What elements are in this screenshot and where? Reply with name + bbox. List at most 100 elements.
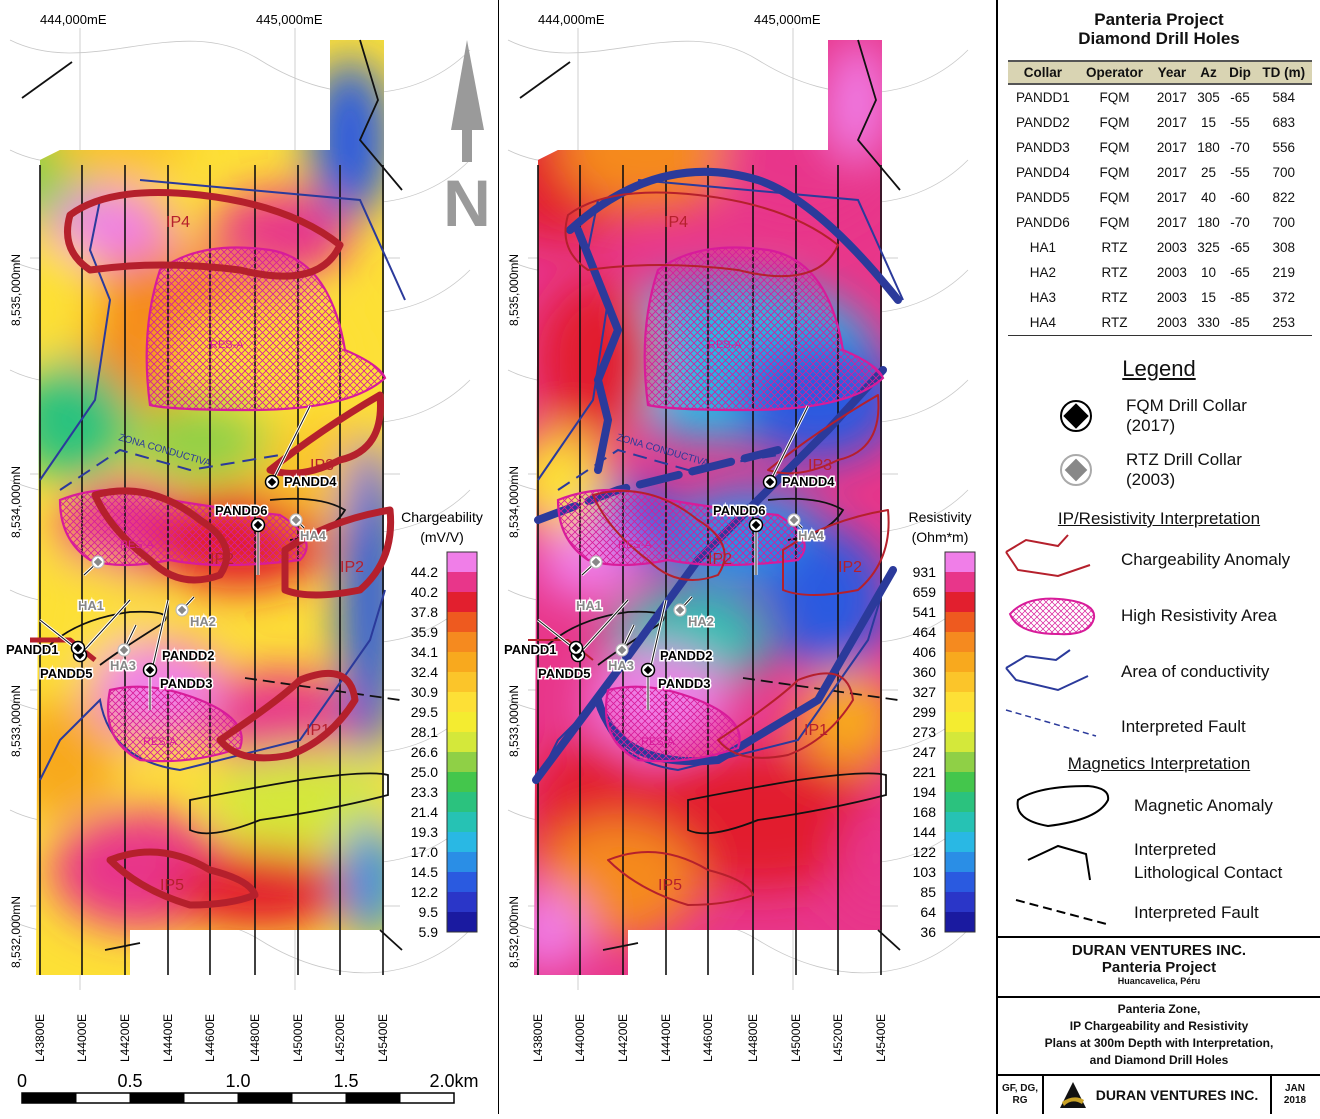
high-resistivity-label: High Resistivity Area: [1121, 606, 1277, 625]
zone-label: IP2: [708, 551, 732, 568]
rtz-label-line2: (2003): [1126, 470, 1176, 489]
scale-swatch: [945, 692, 975, 712]
ip-anomaly: [281, 506, 395, 599]
north-arrow-icon: [451, 40, 484, 130]
desc-line1: Panteria Zone,: [1117, 1002, 1201, 1016]
scale-swatch: [945, 732, 975, 752]
table-cell: PANDD1: [1015, 90, 1070, 105]
color-blob: [36, 700, 120, 820]
contour-line: [507, 39, 969, 94]
scale-swatch: [447, 832, 477, 852]
resa-label: RES-A: [210, 339, 244, 351]
easting-label: 444,000mE: [538, 12, 605, 27]
hole-label: PANDD5: [40, 666, 93, 681]
hole-label: HA3: [110, 658, 136, 673]
zone-label: IP4: [166, 214, 190, 231]
fqm-collar-icon: [267, 477, 277, 487]
table-header-1: Operator: [1077, 60, 1152, 85]
rtz-label-line1: RTZ Drill Collar: [1126, 450, 1242, 469]
scale-value: 64: [920, 904, 936, 920]
scale-swatch: [945, 712, 975, 732]
line-label: L45400E: [874, 1014, 888, 1062]
scale-value: 360: [913, 664, 937, 680]
fault-label-mag: Interpreted Fault: [1134, 903, 1259, 922]
ip-anomaly: [592, 489, 726, 581]
date-line2: 2018: [1283, 1095, 1307, 1106]
scale-swatch: [447, 912, 477, 932]
magnetic-anomaly-icon: [1016, 784, 1110, 828]
easting-label: 445,000mE: [754, 12, 821, 27]
drill-trace: [577, 599, 629, 656]
table-cell: 15: [1200, 290, 1216, 305]
scale-title: Chargeability: [401, 509, 483, 525]
scale-swatch: [945, 572, 975, 592]
high-resistivity-icon: [1008, 597, 1096, 636]
scale-value: 19.3: [411, 824, 438, 840]
line-label: L44200E: [616, 1014, 630, 1062]
scale-swatch: [447, 752, 477, 772]
line-label: L45000E: [291, 1014, 305, 1062]
scale-segment: [130, 1093, 184, 1103]
conductivity-outline: [39, 179, 406, 481]
table-cell: -70: [1230, 215, 1250, 230]
northing-label: 8,535,000mN: [507, 254, 521, 326]
scale-label: 1.5: [333, 1071, 358, 1091]
hole-label: HA3: [608, 658, 634, 673]
lithological-contact: [519, 61, 571, 99]
lithological-contact: [877, 929, 901, 951]
color-blob: [534, 890, 588, 970]
scale-segment: [22, 1093, 76, 1103]
magnetic-fault-icon: [1015, 899, 1111, 926]
scale-value: 29.5: [411, 704, 438, 720]
hole-label: PANDD5: [538, 666, 591, 681]
lithological-contact: [104, 942, 141, 951]
title-block-description: Panteria Zone, IP Chargeability and Resi…: [998, 996, 1320, 1074]
rtz-collar-icon: [1060, 454, 1092, 486]
scale-swatch: [447, 672, 477, 692]
table-cell: 556: [1272, 140, 1296, 155]
scale-value: 273: [913, 724, 937, 740]
zone-label: IP2: [340, 559, 364, 576]
scale-segment: [291, 1092, 347, 1104]
line-label: L45200E: [333, 1014, 347, 1062]
hole-label: PANDD4: [284, 474, 337, 489]
lithological-contact: [21, 61, 73, 99]
scale-value: 44.2: [411, 564, 438, 580]
ip-anomaly: [91, 487, 231, 584]
zone-label: IP3: [808, 457, 832, 474]
table-row: HA4 RTZ 2003 330 -85 253: [1008, 310, 1312, 336]
color-scale: Resistivity (Ohm*m) 931 659 541 464 406 360 327 2…: [908, 509, 976, 940]
table-cell: FQM: [1099, 140, 1130, 155]
table-cell: 305: [1197, 90, 1220, 105]
table-cell: 2017: [1156, 215, 1187, 230]
resistivity-map-panel: IP4 IP3 IP2 IP2 IP1 IP5 RES-A RES-A RES-A ZONA CO…: [498, 0, 996, 1114]
hole-label: HA4: [300, 528, 327, 543]
resa-label: RES-A: [708, 339, 742, 351]
color-blob: [36, 360, 130, 480]
table-cell: 372: [1272, 290, 1296, 305]
table-cell: 2003: [1156, 240, 1187, 255]
scale-swatch: [945, 812, 975, 832]
table-cell: 40: [1200, 190, 1216, 205]
drill-collars: [537, 405, 810, 710]
table-cell: 10: [1200, 265, 1216, 280]
hole-label: HA4: [798, 528, 825, 543]
color-blob: [828, 40, 882, 160]
line-label: L44000E: [75, 1014, 89, 1062]
fault-label-ip: Interpreted Fault: [1121, 717, 1246, 736]
table-cell: -65: [1230, 265, 1250, 280]
scale-segment: [399, 1092, 455, 1104]
table-cell: PANDD3: [1015, 140, 1070, 155]
scale-value: 30.9: [411, 684, 438, 700]
desc-line3: Plans at 300m Depth with Interpretation,: [1044, 1036, 1274, 1050]
chargeability-anomalies: [528, 191, 890, 906]
table-body: PANDD1 FQM 2017 305 -65 584 PANDD2 FQM 2017 15 -55…: [1008, 84, 1312, 336]
scale-label: 0: [17, 1071, 27, 1091]
drill-hole-table: Collar Operator Year Az Dip TD (m) PANDD1 FQM 2…: [1008, 60, 1312, 336]
table-cell: 2017: [1156, 190, 1187, 205]
line-label: L44800E: [746, 1014, 760, 1062]
table-cell: 15: [1200, 115, 1216, 130]
table-cell: 2017: [1156, 90, 1187, 105]
fqm-label-line2: (2017): [1126, 416, 1176, 435]
